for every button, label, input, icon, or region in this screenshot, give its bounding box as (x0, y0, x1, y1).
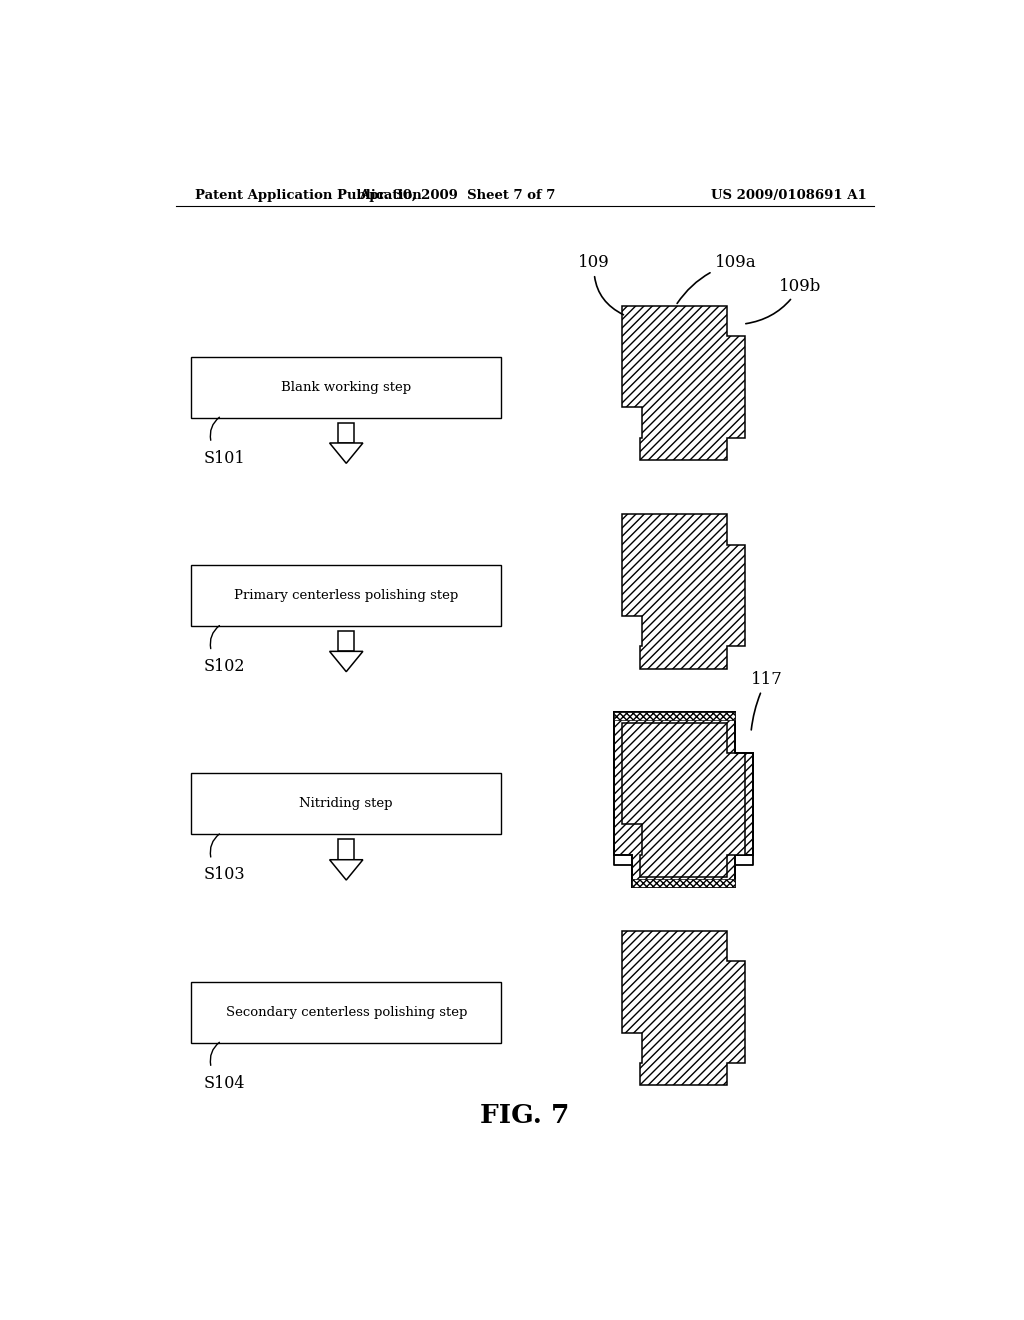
Text: 109b: 109b (745, 277, 821, 323)
Text: US 2009/0108691 A1: US 2009/0108691 A1 (712, 189, 867, 202)
Polygon shape (330, 859, 362, 880)
Polygon shape (330, 651, 362, 672)
Bar (191, 356, 501, 417)
Text: Patent Application Publication: Patent Application Publication (196, 189, 422, 202)
Polygon shape (622, 931, 745, 1085)
Text: Nitriding step: Nitriding step (299, 797, 393, 810)
Polygon shape (614, 713, 753, 887)
Polygon shape (622, 306, 745, 461)
Bar (614, 713, 735, 721)
Text: S102: S102 (204, 659, 245, 675)
Bar (338, 631, 354, 651)
Text: Secondary centerless polishing step: Secondary centerless polishing step (225, 1006, 467, 1019)
Text: FIG. 7: FIG. 7 (480, 1104, 569, 1129)
Text: 117: 117 (751, 671, 783, 730)
Text: 109a: 109a (677, 255, 757, 304)
Bar (338, 840, 354, 859)
Text: S103: S103 (204, 866, 245, 883)
Text: Apr. 30, 2009  Sheet 7 of 7: Apr. 30, 2009 Sheet 7 of 7 (359, 189, 556, 202)
Text: S101: S101 (204, 450, 245, 467)
Text: 109: 109 (579, 255, 624, 314)
Bar (338, 422, 354, 444)
Polygon shape (622, 515, 745, 669)
Bar (191, 982, 501, 1043)
Text: Blank working step: Blank working step (282, 380, 412, 393)
Bar (632, 879, 735, 887)
Polygon shape (330, 444, 362, 463)
Bar (191, 774, 501, 834)
Bar (191, 565, 501, 626)
Polygon shape (622, 722, 745, 876)
Text: Primary centerless polishing step: Primary centerless polishing step (234, 589, 459, 602)
Text: S104: S104 (204, 1074, 245, 1092)
